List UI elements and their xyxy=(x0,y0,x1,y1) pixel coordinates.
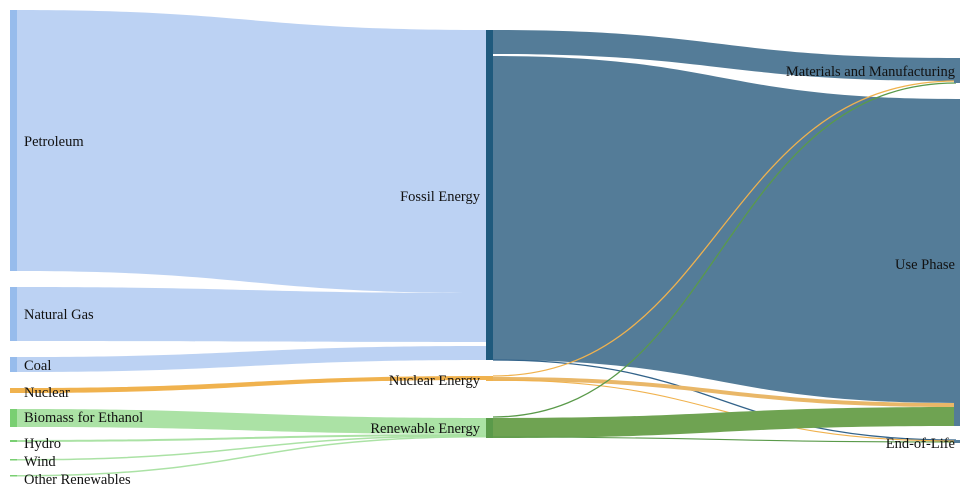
label-biomass: Biomass for Ethanol xyxy=(24,410,143,426)
label-renewable-energy: Renewable Energy xyxy=(370,421,480,437)
link-coal-fossil xyxy=(16,346,486,372)
node-labels: Petroleum Natural Gas Coal Nuclear Bioma… xyxy=(24,64,955,487)
node-bar-wind xyxy=(10,459,17,461)
source-links xyxy=(16,10,486,477)
node-bar-petroleum xyxy=(10,10,17,271)
link-wind-renewable xyxy=(16,435,486,461)
label-petroleum: Petroleum xyxy=(24,134,84,150)
source-node-bars xyxy=(10,10,17,477)
node-bar-renewable-energy xyxy=(486,418,493,438)
node-bar-other-renewables xyxy=(10,475,17,477)
label-natural-gas: Natural Gas xyxy=(24,307,94,323)
link-biomass-renewable xyxy=(16,409,486,434)
label-nuclear: Nuclear xyxy=(24,385,70,401)
link-fossil-use-phase xyxy=(493,56,956,403)
link-nuclear-materials xyxy=(492,80,957,377)
destination-node-bars xyxy=(954,58,960,443)
label-coal: Coal xyxy=(24,358,51,374)
label-use-phase: Use Phase xyxy=(895,257,955,273)
link-renewable-use-phase xyxy=(493,407,956,438)
link-natural-gas-fossil xyxy=(16,287,486,342)
link-fossil-materials xyxy=(493,30,956,81)
label-wind: Wind xyxy=(24,454,56,470)
node-bar-nuclear-energy xyxy=(486,376,493,381)
node-bar-materials xyxy=(954,58,960,83)
link-nuclear-use-phase xyxy=(493,377,956,407)
link-other-renewables-renewable xyxy=(16,436,486,477)
label-other-renewables: Other Renewables xyxy=(24,472,131,487)
link-hydro-renewable xyxy=(16,434,486,442)
link-renewable-materials xyxy=(492,82,957,418)
destination-links xyxy=(492,30,957,443)
node-bar-natural-gas xyxy=(10,287,17,341)
node-bar-nuclear xyxy=(10,388,17,393)
label-nuclear-energy: Nuclear Energy xyxy=(389,373,481,389)
node-bar-use-phase xyxy=(954,99,960,426)
link-petroleum-fossil xyxy=(16,10,486,293)
link-renewable-end-of-life xyxy=(492,436,957,443)
node-bar-biomass xyxy=(10,409,17,427)
link-nuclear-end-of-life xyxy=(492,379,957,442)
hub-node-bars xyxy=(486,30,493,438)
label-hydro: Hydro xyxy=(24,436,61,452)
label-materials: Materials and Manufacturing xyxy=(786,64,955,80)
node-bar-end-of-life xyxy=(954,440,960,443)
label-end-of-life: End-of-Life xyxy=(886,436,955,452)
link-fossil-end-of-life xyxy=(492,359,957,441)
link-nuclear-nuclear-energy xyxy=(16,376,486,393)
label-fossil-energy: Fossil Energy xyxy=(400,189,481,205)
node-bar-hydro xyxy=(10,440,17,442)
node-bar-fossil-energy xyxy=(486,30,493,360)
node-bar-coal xyxy=(10,357,17,372)
